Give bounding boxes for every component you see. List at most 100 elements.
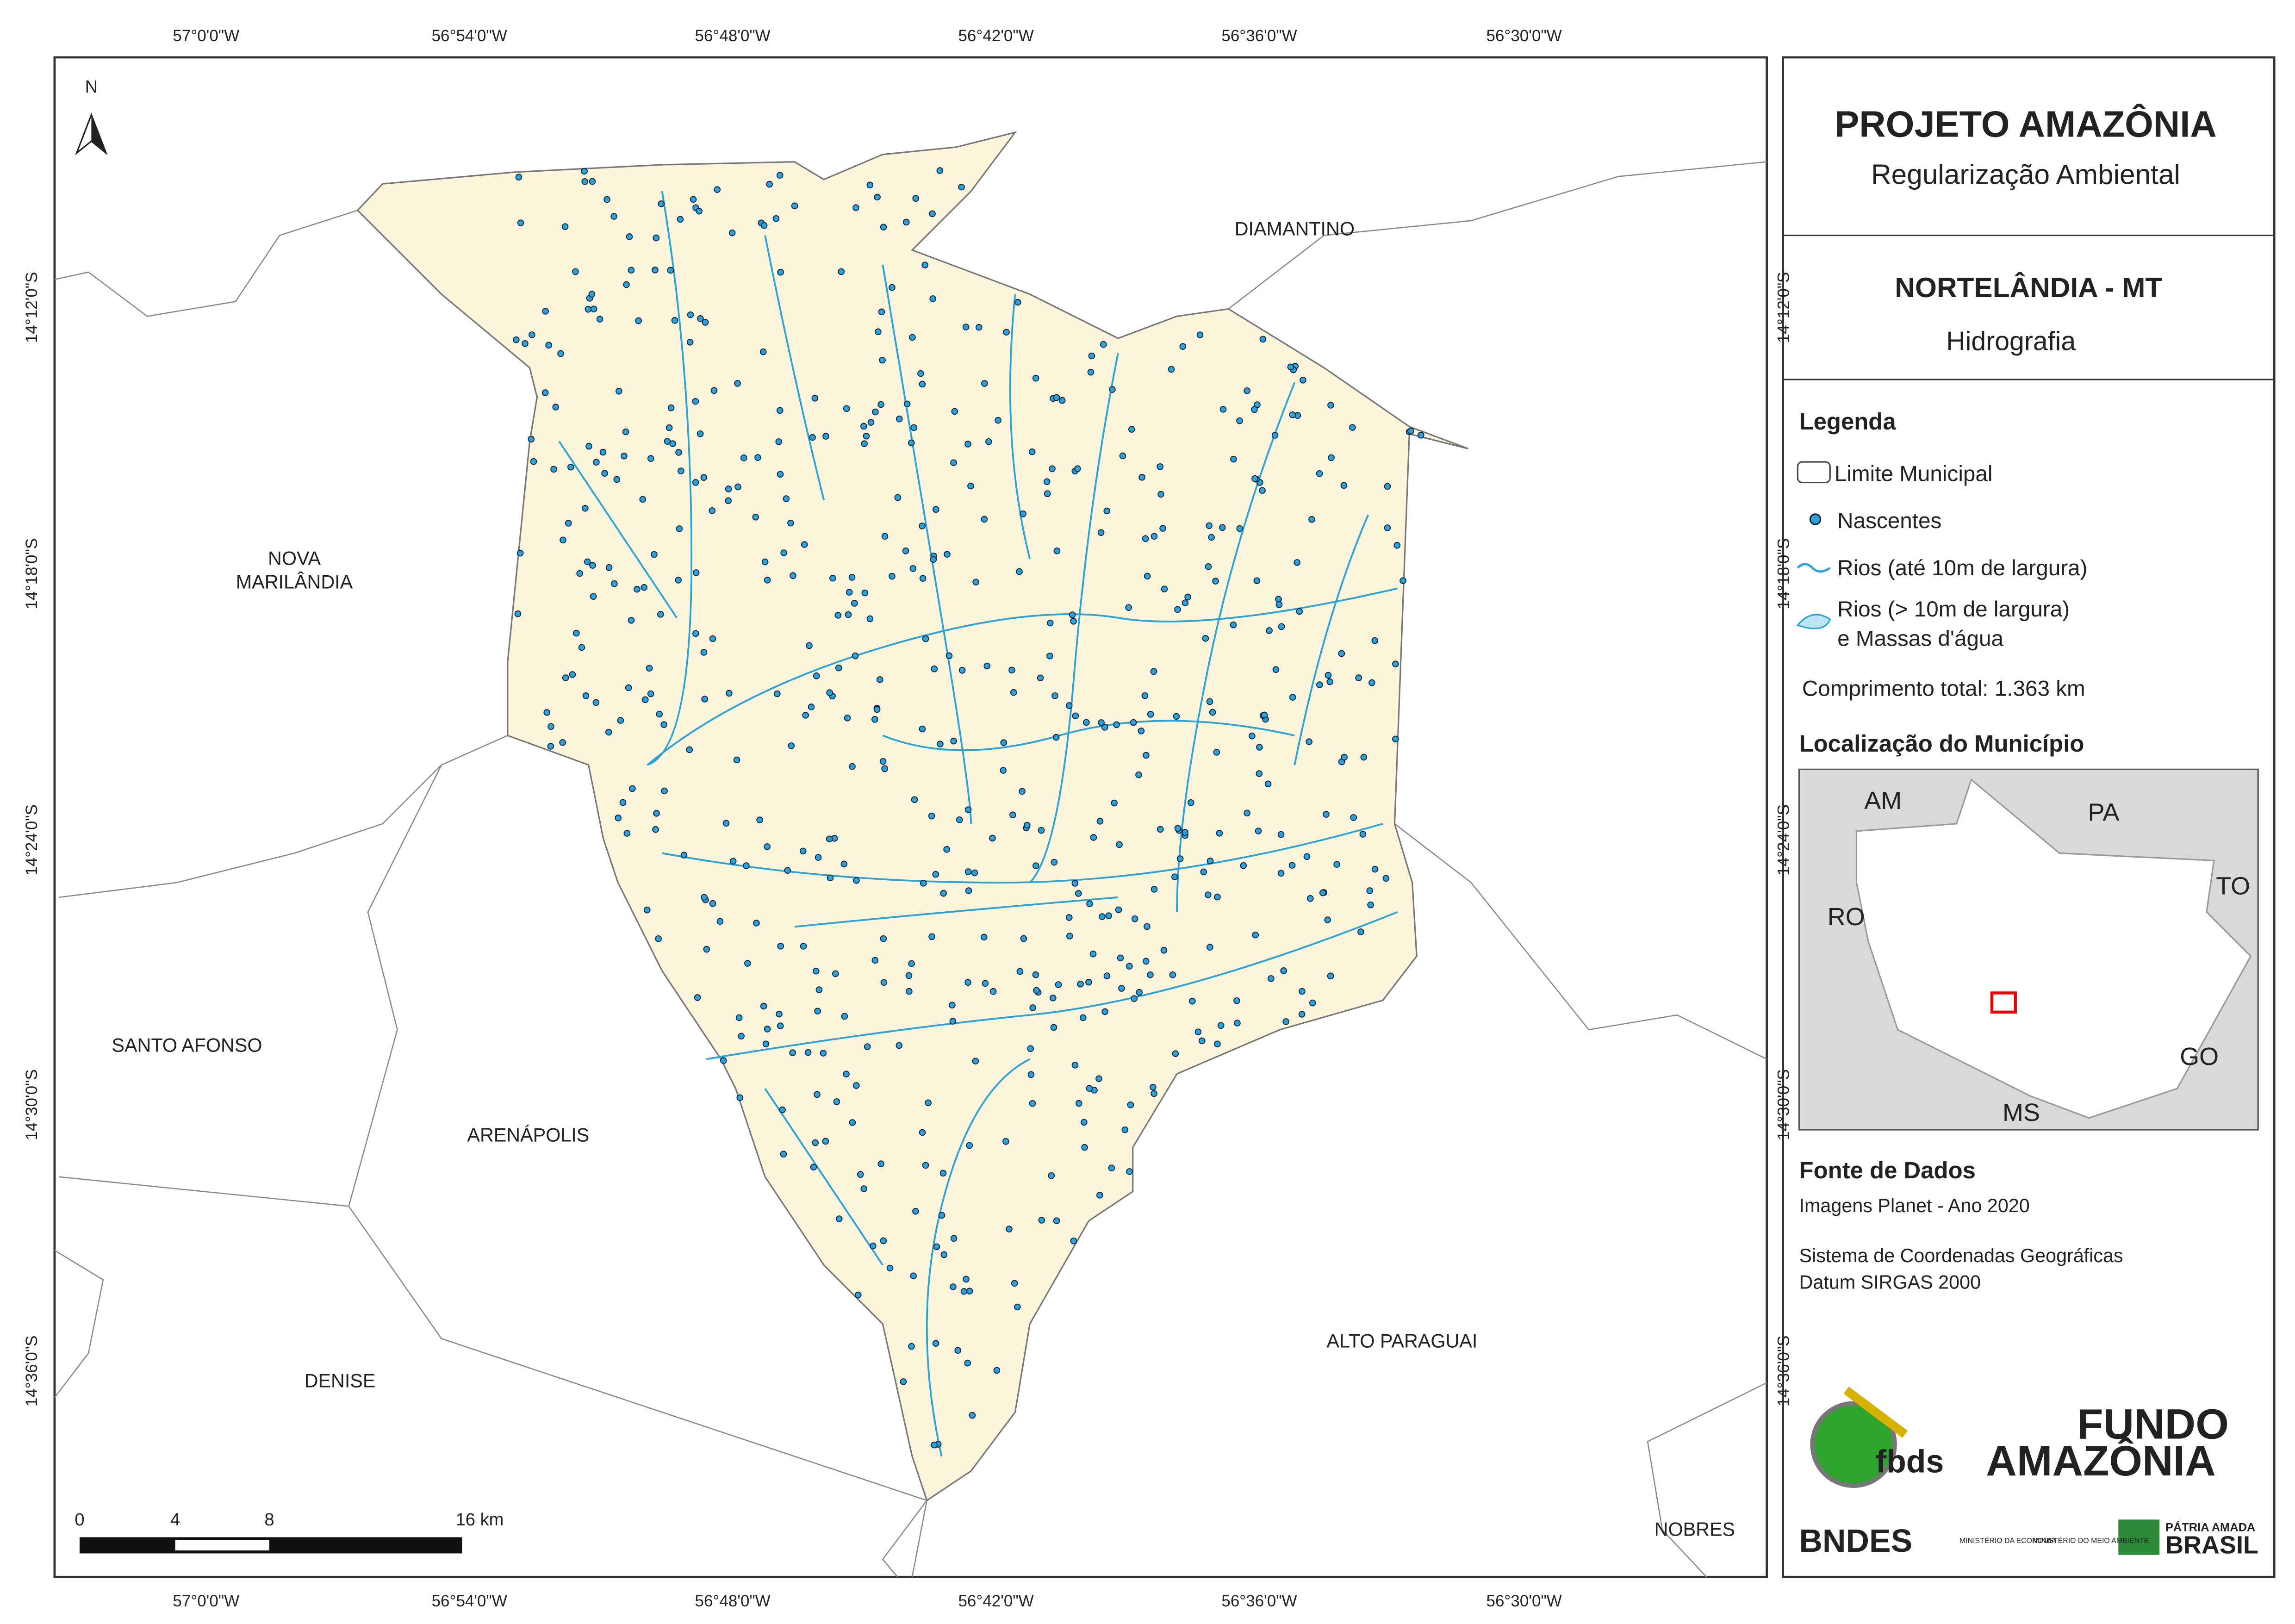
spring [879, 356, 886, 364]
spring [939, 1170, 947, 1177]
spring [813, 672, 820, 679]
spring [1174, 825, 1182, 832]
spring [1135, 771, 1142, 778]
spring [1014, 1303, 1021, 1311]
spring [1050, 1024, 1057, 1031]
spring [1382, 875, 1390, 882]
spring [697, 315, 704, 322]
spring [615, 815, 622, 821]
spring [1259, 336, 1267, 343]
spring [1081, 1119, 1088, 1126]
spring [812, 1139, 819, 1146]
spring [1086, 900, 1093, 908]
spring [1043, 478, 1051, 485]
spring [906, 988, 913, 995]
spring [829, 574, 836, 582]
spring [1256, 744, 1263, 751]
spring [1090, 834, 1097, 841]
spring [1393, 542, 1401, 549]
spring [967, 482, 974, 490]
spring [1141, 692, 1149, 699]
spring [925, 1099, 932, 1107]
spring [776, 172, 784, 179]
spring [1278, 623, 1285, 630]
spring [1116, 841, 1123, 848]
spring [972, 579, 979, 586]
spring [1189, 997, 1196, 1005]
spring [613, 476, 621, 483]
spring [605, 564, 613, 571]
spring [1182, 599, 1189, 606]
spring [1236, 417, 1243, 424]
spring [889, 572, 896, 580]
spring [651, 551, 658, 558]
spring [1151, 886, 1158, 893]
spring [1264, 780, 1272, 788]
spring [1099, 913, 1106, 920]
spring [687, 311, 694, 318]
state-label: TO [2216, 872, 2250, 900]
spring [1236, 525, 1244, 532]
spring [1002, 1138, 1009, 1145]
spring [1118, 985, 1125, 992]
spring [596, 316, 603, 323]
spring [565, 520, 572, 527]
spring [815, 854, 822, 861]
spring [877, 1160, 885, 1168]
spring [857, 1171, 864, 1178]
spring [950, 1283, 957, 1290]
spring [1234, 1020, 1241, 1027]
spring [1328, 454, 1335, 461]
spring [826, 835, 833, 843]
spring [872, 408, 879, 416]
spring [1032, 374, 1039, 382]
spring [944, 551, 951, 558]
spring [1151, 533, 1158, 540]
spring [1173, 713, 1180, 720]
spring [1171, 873, 1178, 880]
spring [919, 575, 927, 582]
y-coord-label: 14°24'0"S [1774, 804, 1792, 876]
spring [822, 1138, 829, 1145]
spring [625, 684, 632, 691]
spring [1340, 482, 1348, 489]
spring [849, 1119, 856, 1126]
spring [1051, 859, 1058, 866]
spring [1014, 299, 1021, 306]
spring [1371, 865, 1379, 873]
spring [1316, 470, 1323, 477]
spring [1244, 809, 1250, 817]
spring [1251, 475, 1258, 482]
spring [582, 504, 589, 512]
spring [1033, 987, 1040, 994]
spring [853, 877, 860, 884]
spring [738, 1033, 745, 1040]
spring [1142, 958, 1150, 965]
spring [1327, 402, 1334, 409]
spring [811, 395, 819, 402]
spring [969, 1412, 976, 1419]
spring [875, 328, 882, 336]
spring [1261, 711, 1268, 719]
spring [1070, 1238, 1077, 1244]
spring [832, 970, 839, 977]
spring [933, 1243, 940, 1251]
spring [845, 611, 852, 618]
neighbor-label: NOBRES [1654, 1518, 1735, 1540]
spring [588, 291, 596, 298]
spring [1271, 432, 1279, 439]
spring [628, 267, 635, 274]
legend-title: Legenda [1799, 408, 1897, 435]
scale-bar [79, 1537, 462, 1554]
spring [582, 692, 590, 699]
logo-amazonia: AMAZÔNIA [1986, 1437, 2216, 1485]
neighbor-label: DENISE [305, 1370, 376, 1391]
spring [1350, 814, 1357, 821]
spring [696, 207, 703, 215]
spring [542, 308, 549, 315]
spring [1037, 674, 1044, 682]
spring [1289, 411, 1296, 418]
spring [1338, 650, 1345, 657]
spring [692, 398, 699, 405]
spring [676, 525, 683, 532]
